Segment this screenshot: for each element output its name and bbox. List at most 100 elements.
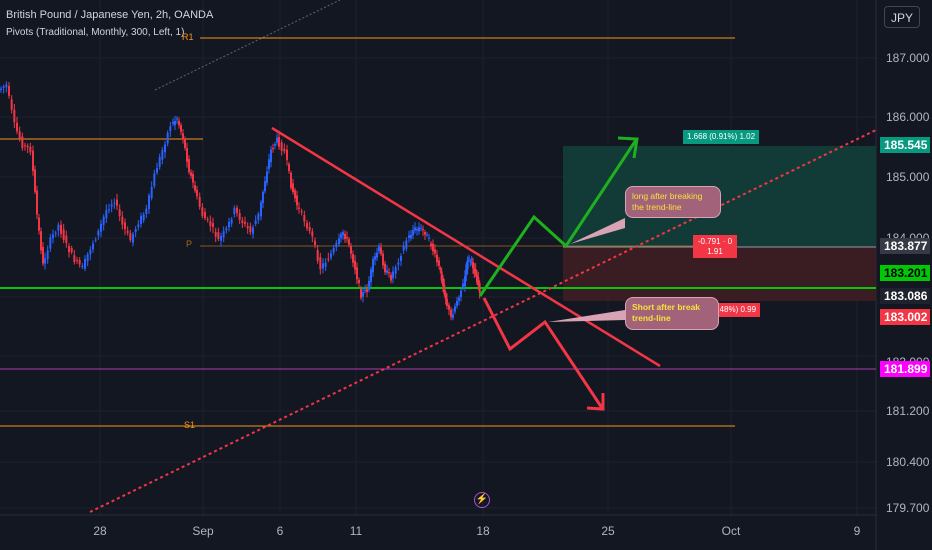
price-tick: 179.700: [886, 501, 930, 515]
price-tag-target[interactable]: 185.545: [880, 137, 930, 153]
candle-body: [110, 204, 113, 207]
entry-stats-line1: -0.791 · 0: [697, 237, 733, 246]
candle-body: [29, 146, 32, 153]
candle-body: [464, 275, 466, 287]
lightning-icon[interactable]: ⚡: [474, 492, 490, 508]
long-scenario-arrow[interactable]: [478, 139, 638, 297]
candle-body: [105, 209, 108, 219]
candle-body: [468, 257, 470, 259]
candle-body: [233, 207, 236, 215]
candle-body: [62, 229, 65, 241]
candle-body: [140, 216, 142, 224]
descending-trend-line[interactable]: [271, 126, 661, 368]
candle-body: [408, 235, 410, 238]
candle-body: [438, 260, 440, 266]
target-stats-label[interactable]: 1.668 (0.91%) 1.02: [683, 130, 760, 144]
entry-stats-label[interactable]: -0.791 · 0 1.91: [693, 235, 737, 259]
candle-body: [316, 249, 319, 261]
price-tag-stop[interactable]: 183.002: [880, 309, 930, 325]
candle-body: [194, 185, 196, 191]
candle-body: [81, 265, 84, 268]
short-callout[interactable]: Short after break trend-line: [625, 297, 719, 330]
candle-body: [372, 259, 374, 273]
candle-body: [458, 297, 460, 301]
candle-body: [402, 245, 405, 251]
candle-body: [420, 227, 422, 229]
long-callout[interactable]: long after breaking the trend-line: [625, 186, 721, 218]
candle-body: [145, 208, 148, 214]
price-tag-magenta[interactable]: 181.899: [880, 361, 930, 377]
candle-body: [188, 159, 190, 173]
candle-body: [184, 138, 186, 148]
candle-body: [465, 264, 468, 276]
price-tag-current[interactable]: 183.201: [880, 265, 930, 281]
candle-body: [32, 150, 34, 172]
candle-body: [340, 234, 342, 239]
candle-body: [428, 237, 430, 239]
candle-body: [430, 243, 432, 247]
price-tag-support[interactable]: 183.086: [880, 288, 930, 304]
short-scenario-arrow[interactable]: [482, 297, 604, 409]
candle-body: [36, 190, 38, 215]
candle-body: [364, 289, 366, 291]
candle-body: [142, 214, 145, 221]
symbol-title[interactable]: British Pound / Japanese Yen, 2h, OANDA: [6, 9, 214, 21]
time-tick: Oct: [721, 524, 741, 538]
price-tick: 185.000: [886, 170, 930, 184]
candle-body: [276, 137, 278, 143]
candle-body: [249, 226, 252, 232]
rising-trend-line[interactable]: [89, 129, 877, 513]
candle-body: [324, 262, 327, 267]
price-tag-entry[interactable]: 183.877: [880, 238, 930, 254]
candle-body: [360, 288, 362, 298]
candle-body: [366, 289, 368, 293]
candle-body: [172, 121, 174, 124]
time-tick: 18: [476, 524, 490, 538]
candle-body: [2, 86, 5, 88]
candle-body: [113, 202, 116, 204]
pivot-r1-label: R1: [182, 32, 194, 42]
candle-body: [362, 292, 364, 297]
candle-body: [190, 172, 192, 176]
candle-body: [97, 230, 100, 236]
candle-body: [220, 235, 222, 241]
candle-body: [201, 207, 204, 216]
candle-body: [356, 267, 358, 280]
candle-body: [108, 209, 110, 211]
short-callout-pointer: [548, 310, 625, 322]
candle-body: [257, 213, 260, 221]
candle-body: [416, 228, 418, 231]
candle-body: [314, 240, 316, 246]
candle-body: [368, 280, 370, 290]
candle-body: [376, 252, 378, 258]
candle-body: [244, 221, 246, 224]
candle-body: [161, 149, 164, 160]
candle-body: [311, 231, 314, 237]
candle-body: [228, 221, 230, 228]
candle-body: [266, 171, 268, 183]
candle-body: [100, 223, 102, 232]
candle-body: [44, 258, 46, 264]
candle-body: [476, 274, 478, 283]
candle-body: [174, 121, 176, 126]
candle-body: [26, 145, 29, 148]
candle-body: [238, 212, 241, 220]
candle-body: [400, 255, 402, 262]
time-tick: Sep: [192, 524, 214, 538]
currency-selector-button[interactable]: JPY: [884, 6, 920, 28]
candle-body: [156, 168, 158, 173]
candle-body: [380, 247, 382, 254]
candle-body: [426, 234, 428, 236]
candle-body: [327, 258, 330, 260]
candle-body: [21, 136, 24, 148]
candle-body: [176, 118, 178, 120]
candle-body: [298, 207, 300, 209]
candle-body: [89, 249, 92, 255]
indicator-label[interactable]: Pivots (Traditional, Monthly, 300, Left,…: [6, 27, 185, 38]
candle-body: [442, 277, 444, 287]
candle-body: [405, 240, 408, 249]
candle-body: [268, 159, 270, 169]
candle-body: [57, 224, 60, 231]
candle-body: [84, 258, 86, 269]
